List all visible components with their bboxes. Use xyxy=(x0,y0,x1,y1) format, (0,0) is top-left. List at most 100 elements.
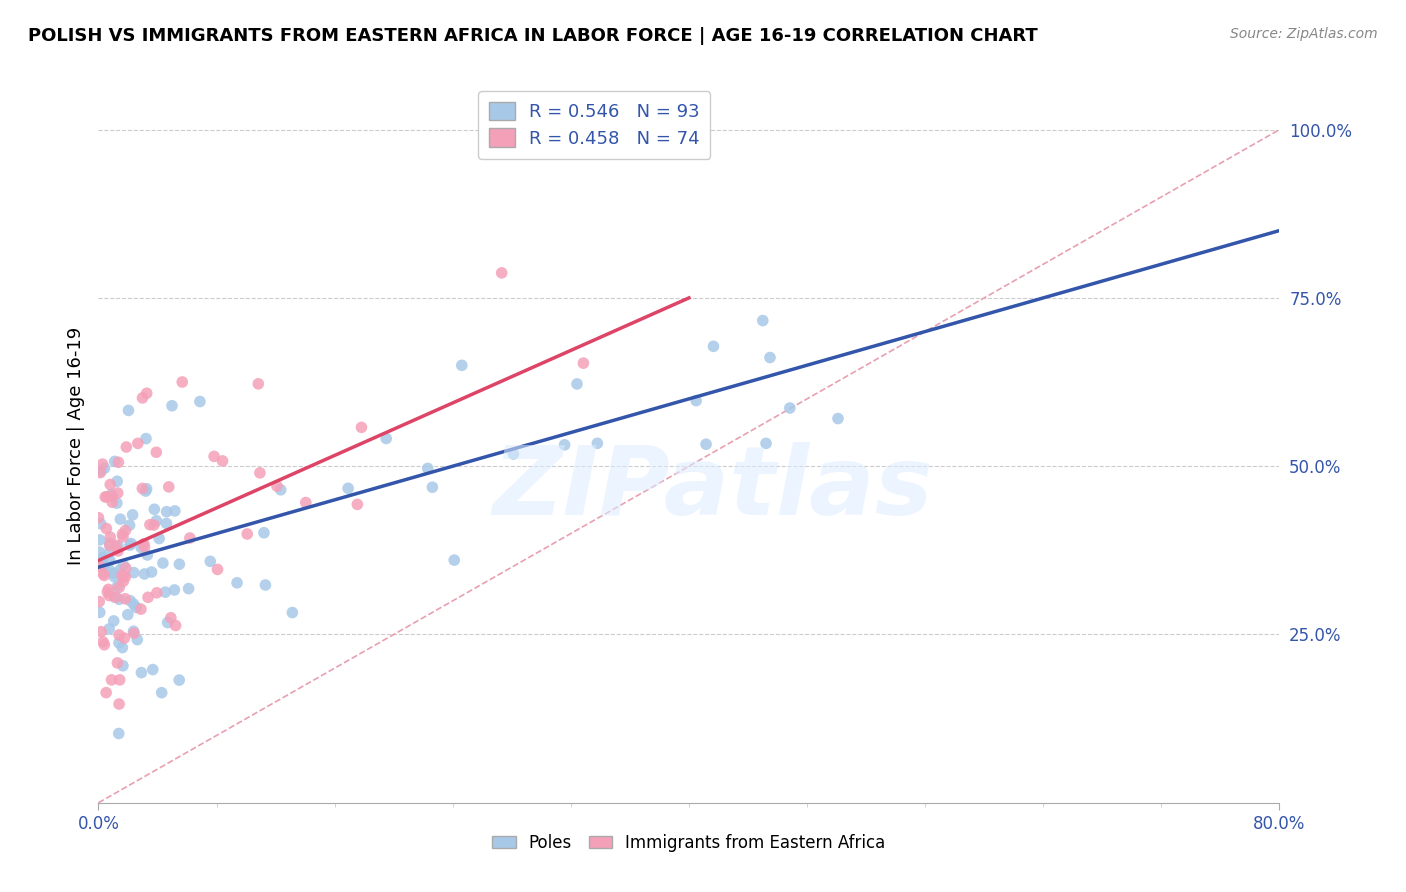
Point xyxy=(98,477,121,491)
Point xyxy=(211,454,233,468)
Point xyxy=(90,624,112,639)
Point xyxy=(779,401,801,415)
Point xyxy=(103,569,125,583)
Point xyxy=(89,594,111,608)
Point xyxy=(752,313,775,327)
Text: POLISH VS IMMIGRANTS FROM EASTERN AFRICA IN LABOR FORCE | AGE 16-19 CORRELATION : POLISH VS IMMIGRANTS FROM EASTERN AFRICA… xyxy=(28,27,1038,45)
Point xyxy=(108,581,131,595)
Point xyxy=(127,632,149,647)
Point xyxy=(98,589,121,603)
Point xyxy=(89,559,111,574)
Point xyxy=(96,585,118,599)
Point xyxy=(146,586,169,600)
Point xyxy=(188,394,211,409)
Point xyxy=(104,454,127,468)
Point xyxy=(105,475,128,489)
Text: Source: ZipAtlas.com: Source: ZipAtlas.com xyxy=(1230,27,1378,41)
Point xyxy=(157,480,180,494)
Point xyxy=(135,482,157,496)
Point xyxy=(114,570,136,584)
Point xyxy=(139,517,162,532)
Point xyxy=(207,562,229,576)
Point xyxy=(129,541,152,555)
Point xyxy=(115,440,138,454)
Point xyxy=(148,532,170,546)
Point xyxy=(97,582,120,597)
Point xyxy=(89,466,111,480)
Point xyxy=(136,591,159,605)
Point xyxy=(422,480,444,494)
Point xyxy=(249,466,271,480)
Point xyxy=(200,554,222,568)
Point xyxy=(114,561,136,575)
Point xyxy=(131,482,153,496)
Legend: Poles, Immigrants from Eastern Africa: Poles, Immigrants from Eastern Africa xyxy=(485,828,893,859)
Point xyxy=(98,536,121,550)
Point xyxy=(443,553,465,567)
Point xyxy=(89,545,111,559)
Point xyxy=(179,531,201,545)
Point xyxy=(114,524,136,538)
Point xyxy=(111,530,134,544)
Point xyxy=(100,487,122,501)
Point xyxy=(91,457,114,471)
Point xyxy=(759,351,782,365)
Point xyxy=(416,461,439,475)
Point xyxy=(112,558,135,573)
Point xyxy=(103,614,125,628)
Point xyxy=(118,518,141,533)
Point xyxy=(266,479,288,493)
Point xyxy=(98,545,121,559)
Point xyxy=(177,582,200,596)
Point xyxy=(129,602,152,616)
Point xyxy=(90,464,112,478)
Point xyxy=(165,618,187,632)
Y-axis label: In Labor Force | Age 16-19: In Labor Force | Age 16-19 xyxy=(66,326,84,566)
Point xyxy=(281,606,304,620)
Point xyxy=(586,436,609,450)
Point xyxy=(143,502,166,516)
Point xyxy=(98,538,121,552)
Point xyxy=(104,538,127,552)
Point xyxy=(247,376,270,391)
Point xyxy=(93,638,115,652)
Point xyxy=(104,590,127,604)
Point xyxy=(337,481,360,495)
Point xyxy=(827,411,849,425)
Point xyxy=(122,626,145,640)
Point xyxy=(98,553,121,567)
Point xyxy=(131,391,153,405)
Point xyxy=(91,550,114,565)
Point xyxy=(100,673,122,687)
Point xyxy=(134,566,156,581)
Point xyxy=(136,548,159,562)
Point xyxy=(236,527,259,541)
Text: ZIPatlas: ZIPatlas xyxy=(492,442,932,535)
Point xyxy=(346,497,368,511)
Point xyxy=(89,533,111,547)
Point xyxy=(121,508,143,522)
Point xyxy=(160,611,183,625)
Point xyxy=(172,375,194,389)
Point xyxy=(169,558,191,572)
Point xyxy=(122,566,145,580)
Point xyxy=(554,438,576,452)
Point xyxy=(142,518,165,533)
Point xyxy=(145,445,167,459)
Point xyxy=(107,544,129,558)
Point xyxy=(98,530,121,544)
Point xyxy=(163,504,186,518)
Point xyxy=(112,570,135,584)
Point xyxy=(450,359,472,373)
Point xyxy=(111,658,134,673)
Point xyxy=(125,600,148,615)
Point xyxy=(375,432,398,446)
Point xyxy=(108,636,131,650)
Point xyxy=(94,686,117,700)
Point xyxy=(98,622,121,636)
Point xyxy=(108,628,131,642)
Point xyxy=(702,339,724,353)
Point xyxy=(167,673,190,687)
Point xyxy=(117,403,139,417)
Point xyxy=(108,592,131,607)
